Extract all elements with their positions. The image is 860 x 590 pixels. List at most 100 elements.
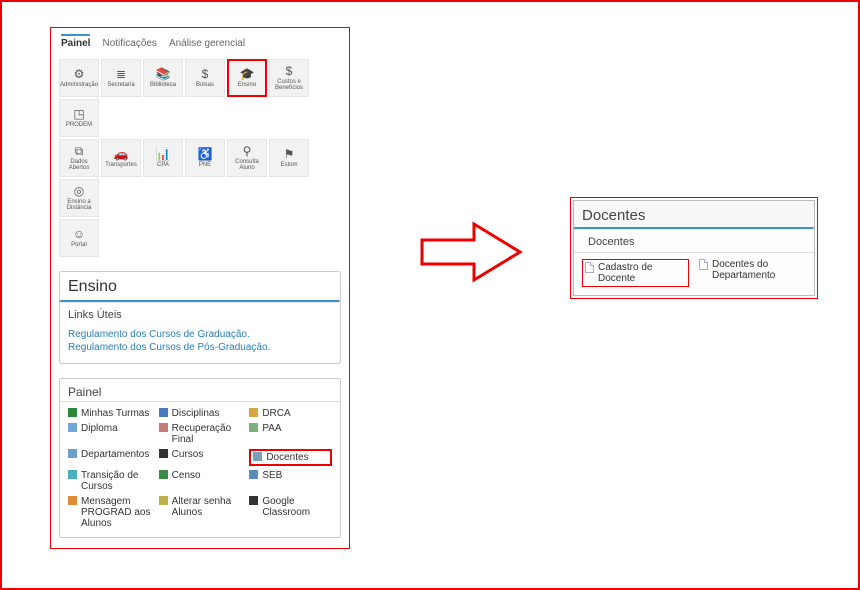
painel-item[interactable]: Censo (159, 470, 242, 492)
links-uteis-header: Links Úteis (60, 303, 340, 323)
toolbar-tile[interactable]: $ Bolsas (185, 59, 225, 97)
painel-item[interactable]: Cursos (159, 449, 242, 466)
arrow-icon (412, 212, 532, 292)
link-reg-grad[interactable]: Regulamento dos Cursos de Graduação. (68, 329, 332, 340)
painel-item[interactable]: Departamentos (68, 449, 151, 466)
item-label: Recuperação Final (172, 423, 242, 445)
toolbar-tile[interactable]: ⚲ Consulta Aluno (227, 139, 267, 177)
painel-title: Painel (60, 379, 340, 401)
tile-label: Estom (280, 162, 297, 168)
toolbar-tile[interactable]: ☺ Portal (59, 219, 99, 257)
painel-item[interactable]: Google Classroom (249, 496, 332, 529)
tile-label: Custos e Benefícios (271, 79, 307, 92)
item-label: Alterar senha Alunos (172, 496, 242, 518)
top-tabs: Painel Notificações Análise gerencial (59, 34, 341, 53)
item-label: Cursos (172, 449, 204, 460)
item-label: Censo (172, 470, 201, 481)
tile-icon: ⧉ (75, 145, 84, 157)
doc-icon (585, 262, 594, 273)
item-icon (249, 470, 258, 479)
painel-item[interactable]: Alterar senha Alunos (159, 496, 242, 529)
painel-grid: Minhas Turmas Disciplinas DRCA Diploma Recup… (60, 402, 340, 537)
toolbar-tile[interactable]: ⚙Administração (59, 59, 99, 97)
toolbar-tile[interactable]: ◎Ensino a Distância (59, 179, 99, 217)
painel-item[interactable]: DRCA (249, 408, 332, 419)
item-icon (68, 470, 77, 479)
tile-icon: 📊 (156, 148, 171, 160)
item-docentes-departamento[interactable]: Docentes do Departamento (699, 259, 806, 287)
toolbar-tile[interactable]: ⧉ Dados Abertos (59, 139, 99, 177)
tile-icon: ♿ (198, 148, 213, 160)
item-icon (159, 496, 168, 505)
item-label: Disciplinas (172, 408, 220, 419)
tile-label: Portal (71, 242, 87, 248)
item-icon (68, 449, 77, 458)
painel-item[interactable]: PAA (249, 423, 332, 445)
tile-icon: ⚲ (243, 145, 252, 157)
tile-label: Administração (60, 82, 98, 88)
item-label: Mensagem PROGRAD aos Alunos (81, 496, 151, 529)
tile-icon: 🚗 (114, 148, 129, 160)
painel-item[interactable]: Recuperação Final (159, 423, 242, 445)
tile-icon: ☺ (73, 228, 85, 240)
painel-item[interactable]: Transição de Cursos (68, 470, 151, 492)
toolbar-tile[interactable]: ♿ PNE (185, 139, 225, 177)
docentes-panel: Docentes Docentes Cadastro de Docente Do… (570, 197, 818, 299)
item-icon (249, 496, 258, 505)
painel-item[interactable]: Minhas Turmas (68, 408, 151, 419)
item-icon (249, 423, 258, 432)
toolbar-tile[interactable]: ◳PRODEM (59, 99, 99, 137)
tile-icon: ⚑ (284, 148, 295, 160)
painel-item[interactable]: SEB (249, 470, 332, 492)
tile-label: Ensino (238, 82, 256, 88)
item-cadastro-docente[interactable]: Cadastro de Docente (582, 259, 689, 287)
tile-label: Bolsas (196, 82, 214, 88)
toolbar-row-3: ☺ Portal (59, 219, 341, 257)
toolbar-tile[interactable]: 📊CPA (143, 139, 183, 177)
toolbar-tile[interactable]: 📚Biblioteca (143, 59, 183, 97)
item-icon (68, 496, 77, 505)
item-icon (159, 408, 168, 417)
item-label: Diploma (81, 423, 118, 434)
tile-label: Biblioteca (150, 82, 176, 88)
ensino-title: Ensino (60, 272, 340, 300)
tile-label: Consulta Aluno (229, 159, 265, 172)
item-label: DRCA (262, 408, 290, 419)
tab-notificacoes[interactable]: Notificações (102, 38, 156, 49)
tile-label: Secretaria (107, 82, 134, 88)
item-icon (159, 449, 168, 458)
link-reg-posgrad[interactable]: Regulamento dos Cursos de Pós-Graduação. (68, 342, 332, 353)
tile-label: PNE (199, 162, 211, 168)
tile-label: Dados Abertos (61, 159, 97, 172)
docentes-subheader: Docentes (574, 230, 814, 253)
item-icon (68, 423, 77, 432)
toolbar-tile[interactable]: 🎓Ensino (227, 59, 267, 97)
tab-painel[interactable]: Painel (61, 34, 90, 49)
painel-item[interactable]: Docentes (249, 449, 332, 466)
item-icon (159, 423, 168, 432)
item-label: Google Classroom (262, 496, 332, 518)
tile-icon: $ (202, 68, 209, 80)
tile-label: Transportes (105, 162, 137, 168)
item-label: Docentes (266, 452, 308, 463)
docentes-grid: Cadastro de Docente Docentes do Departam… (574, 253, 814, 295)
toolbar-tile[interactable]: 🚗 Transportes (101, 139, 141, 177)
tile-label: PRODEM (66, 122, 92, 128)
item-label: Minhas Turmas (81, 408, 149, 419)
item-label: SEB (262, 470, 282, 481)
toolbar-tile[interactable]: ⚑ Estom (269, 139, 309, 177)
toolbar-tile[interactable]: $Custos e Benefícios (269, 59, 309, 97)
tile-icon: ◎ (74, 185, 84, 197)
item-icon (249, 408, 258, 417)
label: Docentes do Departamento (712, 259, 806, 281)
painel-item[interactable]: Disciplinas (159, 408, 242, 419)
tab-analise[interactable]: Análise gerencial (169, 38, 245, 49)
painel-item[interactable]: Diploma (68, 423, 151, 445)
painel-item[interactable]: Mensagem PROGRAD aos Alunos (68, 496, 151, 529)
item-label: Transição de Cursos (81, 470, 151, 492)
item-icon (253, 452, 262, 461)
toolbar-tile[interactable]: ≣Secretaria (101, 59, 141, 97)
doc-icon (699, 259, 708, 270)
label: Cadastro de Docente (598, 262, 686, 284)
main-app-panel: Painel Notificações Análise gerencial ⚙A… (50, 27, 350, 549)
